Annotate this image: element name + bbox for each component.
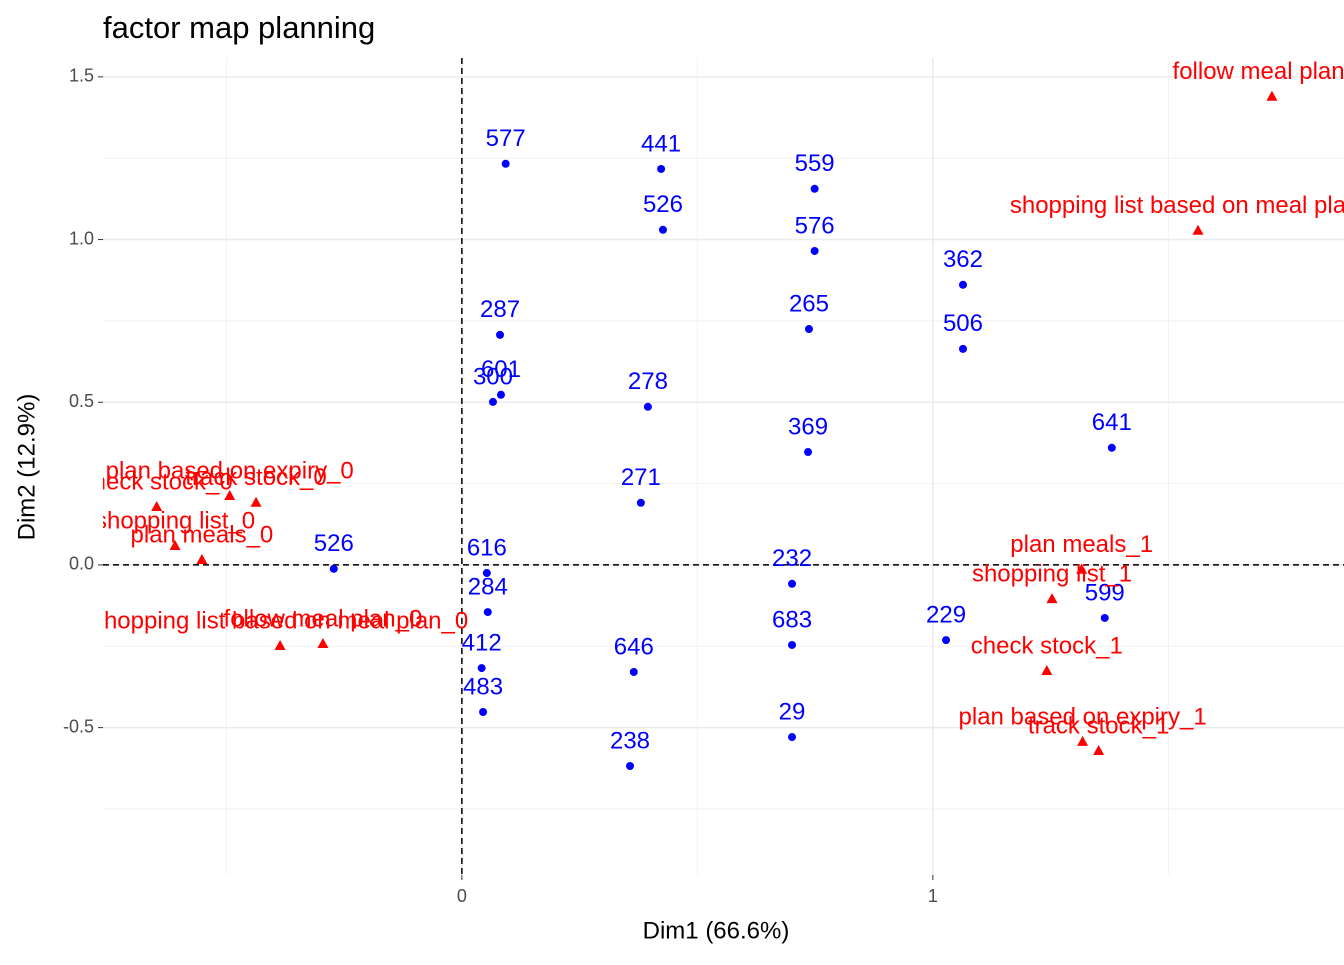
category-point — [1266, 90, 1278, 101]
point-label: track stock_0 — [185, 464, 326, 491]
point-label: 412 — [462, 629, 502, 656]
category-point — [274, 639, 286, 650]
point-label: 362 — [943, 246, 983, 273]
x-axis-title: Dim1 (66.6%) — [643, 917, 790, 944]
point-label: 577 — [486, 125, 526, 152]
y-axis-title: Dim2 (12.9%) — [13, 394, 40, 541]
point-label: check stock_0 — [81, 468, 233, 495]
individual-point — [958, 280, 967, 289]
point-label: 526 — [643, 191, 683, 218]
individual-point — [626, 762, 635, 771]
individual-point — [1107, 443, 1116, 452]
grid — [98, 58, 1344, 880]
individual-point — [496, 330, 505, 339]
point-label: shopping list_0 — [95, 507, 255, 534]
point-label: 601 — [481, 356, 521, 383]
point-label: track stock_1 — [1028, 712, 1169, 739]
point-label: 229 — [926, 601, 966, 628]
individual-point — [657, 164, 666, 173]
individual-point — [788, 733, 797, 742]
point-label: follow meal plan_0 — [224, 605, 423, 632]
chart-title: factor map planning — [103, 10, 375, 45]
individual-point — [643, 402, 652, 411]
x-tick-label: 0 — [457, 886, 467, 906]
point-label: shopping list based on meal plan_0 — [92, 607, 468, 634]
point-label: 646 — [614, 633, 654, 660]
category-point — [1192, 224, 1204, 235]
category-point — [1046, 593, 1058, 604]
individual-point — [629, 667, 638, 676]
point-label: 271 — [621, 464, 661, 491]
category-point — [169, 540, 181, 551]
point-label: 526 — [314, 530, 354, 557]
x-tick-label: 1 — [928, 886, 938, 906]
point-label: shopping list_1 — [972, 560, 1132, 587]
individual-point — [496, 390, 505, 399]
y-tick-label: 1.0 — [69, 228, 94, 248]
point-label: 287 — [480, 296, 520, 323]
y-tick-label: -0.5 — [63, 716, 94, 736]
point-label: plan meals_0 — [131, 521, 274, 548]
point-label: 441 — [641, 130, 681, 157]
y-tick-label: 1.5 — [69, 66, 94, 86]
individual-point — [804, 325, 813, 334]
category-point — [1077, 735, 1089, 746]
point-label: plan based on expiry_0 — [106, 457, 354, 484]
individual-point — [788, 579, 797, 588]
point-label: 369 — [788, 413, 828, 440]
point-label: 232 — [772, 545, 812, 572]
point-label: 278 — [628, 368, 668, 395]
point-label: shopping list based on meal plan_1 — [1010, 192, 1344, 219]
category-point — [1076, 563, 1088, 574]
category-point — [1093, 745, 1105, 756]
point-label: plan based on expiry_1 — [959, 703, 1207, 730]
point-label: follow meal plan_1 — [1173, 58, 1344, 85]
point-label: 576 — [795, 212, 835, 239]
individual-point — [804, 448, 813, 457]
point-label: 599 — [1085, 579, 1125, 606]
individual-point — [810, 184, 819, 193]
individual-point — [501, 159, 510, 168]
individual-point — [329, 564, 338, 573]
point-label: 483 — [463, 673, 503, 700]
individual-point — [482, 569, 491, 578]
y-tick-label: 0.0 — [69, 554, 94, 574]
point-label: 506 — [943, 310, 983, 337]
point-label: check stock_1 — [971, 632, 1123, 659]
individual-point — [942, 636, 951, 645]
point-label: 683 — [772, 606, 812, 633]
individual-point — [658, 225, 667, 234]
point-label: 616 — [467, 534, 507, 561]
category-point — [196, 554, 208, 565]
category-point — [250, 496, 262, 507]
point-label: 300 — [473, 363, 513, 390]
individual-point — [788, 640, 797, 649]
individual-point — [958, 344, 967, 353]
point-label: 238 — [610, 727, 650, 754]
individual-point — [1100, 613, 1109, 622]
point-label: 284 — [468, 573, 508, 600]
individual-point — [636, 498, 645, 507]
point-label: 29 — [779, 698, 806, 725]
category-point — [151, 501, 163, 512]
individual-point — [477, 664, 486, 673]
point-label: 641 — [1092, 409, 1132, 436]
individual-point — [810, 246, 819, 255]
y-tick-label: 0.5 — [69, 391, 94, 411]
point-label: plan meals_1 — [1010, 531, 1153, 558]
individual-point — [483, 608, 492, 617]
category-point — [224, 489, 236, 500]
individual-point — [479, 707, 488, 716]
point-label: 559 — [795, 150, 835, 177]
category-point — [1041, 664, 1053, 675]
point-label: 265 — [789, 290, 829, 317]
category-point — [317, 637, 329, 648]
individual-point — [488, 397, 497, 406]
